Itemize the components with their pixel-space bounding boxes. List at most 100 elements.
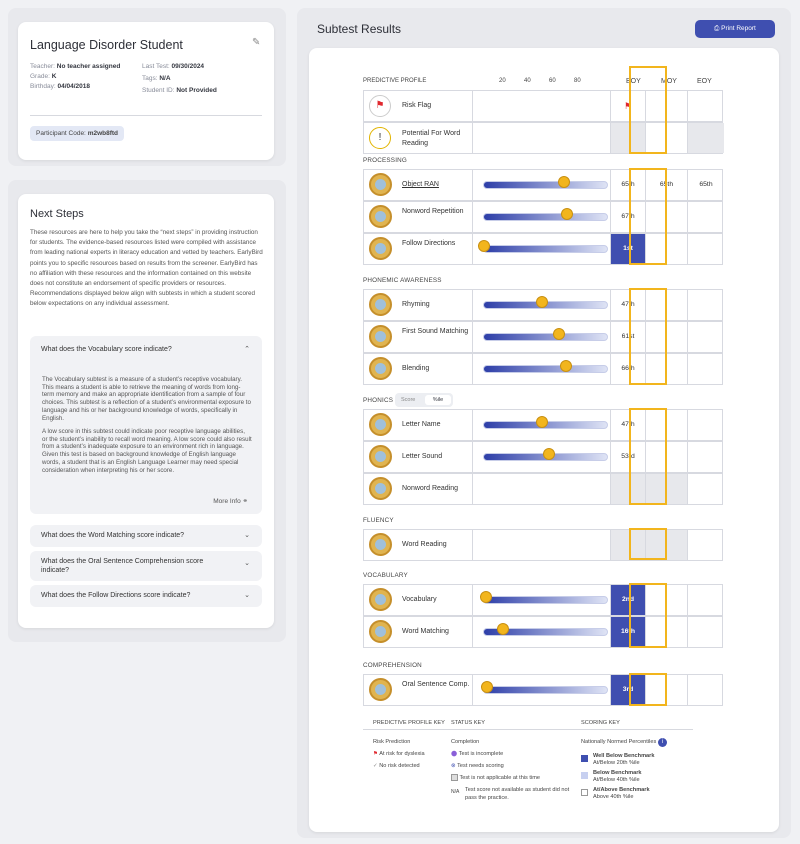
subtest-cell: Vocabulary <box>364 585 473 615</box>
not-applicable-label: Test is not applicable at this time <box>459 775 540 781</box>
profile-key-title: PREDICTIVE PROFILE KEY <box>373 720 445 726</box>
scale-tick: 20 <box>499 78 506 84</box>
toggle-percentile[interactable]: %ile <box>425 395 451 405</box>
na-desc: Test score not available as student did … <box>465 787 570 801</box>
subtest-cell: Follow Directions <box>364 234 473 264</box>
subtest-badge-icon <box>369 588 392 611</box>
col-moy: MOY <box>661 78 677 85</box>
accordion-question: What does the Follow Directions score in… <box>41 592 191 599</box>
subtest-cell: Object RAN <box>364 170 473 200</box>
eoy-score <box>688 410 724 440</box>
moy-score <box>646 585 688 615</box>
print-report-button[interactable]: ⎙ Print Report <box>695 20 775 38</box>
grade-label: Grade: <box>30 73 50 80</box>
subtest-name: Nonword Repetition <box>402 208 464 215</box>
completion-label: Completion <box>451 739 480 745</box>
percentile-bar <box>483 628 608 636</box>
subtest-badge-icon <box>369 533 392 556</box>
subtest-cell: Rhyming <box>364 290 473 320</box>
percentile-marker <box>479 591 492 603</box>
grade-value: K <box>51 73 57 80</box>
student-panel: Language Disorder Student ✎ Teacher: No … <box>8 8 286 166</box>
toggle-score[interactable]: Score <box>401 397 416 403</box>
boy-cell: ⚑ <box>610 91 646 121</box>
boy-score <box>610 530 646 560</box>
edit-icon[interactable]: ✎ <box>252 37 261 48</box>
subtest-name: Oral Sentence Comp. <box>402 681 470 688</box>
accordion-question: What does the Word Matching score indica… <box>41 532 185 539</box>
tags-label: Tags: <box>142 75 158 82</box>
risk-flag-cell: ⚑ Risk Flag <box>364 91 473 121</box>
eoy-score <box>688 442 724 472</box>
subtest-badge-icon <box>369 357 392 380</box>
participant-code-value: m2wb8ftd <box>87 130 119 137</box>
chevron-down-icon[interactable]: ⌄ <box>244 592 250 599</box>
accordion-word-matching[interactable]: What does the Word Matching score indica… <box>30 525 262 547</box>
accordion-vocabulary[interactable]: What does the Vocabulary score indicate?… <box>30 336 262 514</box>
subtest-name: Nonword Reading <box>402 485 459 492</box>
subtest-row: Word Matching 16th <box>363 616 723 648</box>
moy-score: 65th <box>646 170 688 200</box>
col-boy: BOY <box>626 78 641 85</box>
above-label: At/Above Benchmark <box>593 787 650 793</box>
subtest-badge-icon <box>369 325 392 348</box>
incomplete-icon: ⬤ <box>451 751 458 757</box>
birthday-value: 04/04/2018 <box>57 83 91 90</box>
subtest-row: Letter Sound 53rd <box>363 441 723 473</box>
moy-score <box>646 202 688 232</box>
below-key: Below Benchmark At/Below 40th %ile <box>581 770 642 784</box>
student-id-label: Student ID: <box>142 87 175 94</box>
next-steps-intro: These resources are here to help you tak… <box>30 229 263 308</box>
chevron-up-icon[interactable]: ⌃ <box>244 346 250 353</box>
section-title: VOCABULARY <box>363 572 408 579</box>
subtest-badge-icon <box>369 293 392 316</box>
subtest-row: Letter Name 47th <box>363 409 723 441</box>
national-label: Nationally Normed Percentiles i <box>581 738 667 747</box>
info-icon[interactable]: i <box>657 738 667 747</box>
risk-prediction-label: Risk Prediction <box>373 739 411 745</box>
eoy-cell <box>688 91 724 121</box>
subtest-cell: Letter Name <box>364 410 473 440</box>
subtest-cell: Nonword Reading <box>364 474 473 504</box>
subtest-name[interactable]: Object RAN <box>402 181 439 188</box>
chevron-down-icon[interactable]: ⌄ <box>244 532 250 539</box>
accordion-oral-sentence[interactable]: What does the Oral Sentence Comprehensio… <box>30 551 262 581</box>
link-icon: ⚭ <box>242 498 248 505</box>
eoy-score: 65th <box>699 181 713 188</box>
eoy-score <box>688 474 724 504</box>
print-report-label: Print Report <box>721 25 756 32</box>
accordion-question: What does the Vocabulary score indicate? <box>41 346 172 353</box>
above-swatch <box>581 789 588 796</box>
well-below-sub: At/Below 20th %ile <box>593 760 640 766</box>
subtest-name: Letter Sound <box>402 453 443 460</box>
chevron-down-icon[interactable]: ⌄ <box>244 560 250 567</box>
well-below-label: Well Below Benchmark <box>593 753 655 759</box>
na-key: N/A Test score not available as student d… <box>451 786 571 802</box>
percentile-bar <box>483 365 608 373</box>
next-steps-card: Next Steps These resources are here to h… <box>18 194 274 628</box>
moy-score <box>646 322 688 352</box>
gray-box-icon <box>451 774 458 782</box>
subtest-cell: First Sound Matching <box>364 322 473 352</box>
student-card: Language Disorder Student ✎ Teacher: No … <box>18 22 274 160</box>
subtest-name: Follow Directions <box>402 240 456 247</box>
score-percentile-toggle[interactable]: Score %ile <box>395 393 453 407</box>
percentile-marker <box>559 360 572 372</box>
eoy-score <box>688 675 724 705</box>
moy-score <box>646 675 688 705</box>
eoy-score <box>688 202 724 232</box>
section-title: FLUENCY <box>363 517 394 524</box>
moy-score <box>646 354 688 384</box>
accordion-follow-directions[interactable]: What does the Follow Directions score in… <box>30 585 262 607</box>
eoy-score <box>688 530 724 560</box>
teacher-label: Teacher: <box>30 63 55 70</box>
percentile-marker <box>478 240 491 252</box>
subtest-cell: Letter Sound <box>364 442 473 472</box>
more-info-link[interactable]: More Info ⚭ <box>213 497 248 505</box>
flag-icon: ⚑ <box>369 95 391 117</box>
eoy-score <box>688 585 724 615</box>
subtest-row: Rhyming 47th <box>363 289 723 321</box>
boy-score: 66th <box>610 354 646 384</box>
na-label: N/A <box>451 789 460 795</box>
national-text: Nationally Normed Percentiles <box>581 739 657 745</box>
